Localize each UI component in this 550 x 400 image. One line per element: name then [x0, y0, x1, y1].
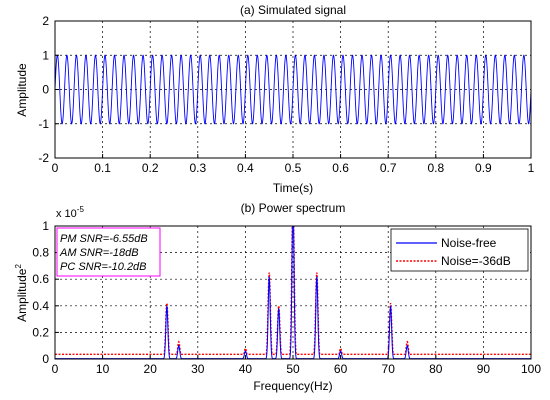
- x-tick-label: 0.3: [189, 161, 206, 175]
- y-tick-label: 0.4: [32, 299, 49, 313]
- chart-a: (a) Simulated signal 0 0.1 0.2 0.3 0.4 0.5 0.6…: [15, 3, 535, 195]
- x-tick-label: 70: [382, 362, 396, 376]
- chart-b: (b) Power spectrum x 10-5 0 10 20 30 40 50 60 7…: [14, 201, 541, 393]
- x-tick-label: 0.4: [237, 161, 254, 175]
- y-tick-label: 0: [42, 352, 49, 366]
- x-tick-label: 30: [191, 362, 205, 376]
- y-tick-label: -2: [38, 151, 49, 165]
- x-tick-label: 0: [52, 161, 59, 175]
- chart-a-grid: [55, 21, 531, 158]
- chart-b-title: (b) Power spectrum: [241, 201, 346, 215]
- chart-b-scale-label: x 10-5: [56, 205, 84, 220]
- x-tick-label: 0.7: [380, 161, 397, 175]
- x-tick-label: 90: [477, 362, 491, 376]
- y-tick-label: 1: [42, 219, 49, 233]
- x-tick-label: 0.6: [332, 161, 349, 175]
- y-tick-label: 2: [42, 14, 49, 28]
- y-tick-label: 1: [42, 48, 49, 62]
- chart-b-xlabel: Frequency(Hz): [253, 379, 332, 393]
- chart-b-ylabel: Amplitude2: [14, 264, 29, 322]
- snr-annotation-pm: PM SNR=-6.55dB: [60, 233, 148, 245]
- y-tick-label: 0.6: [32, 272, 49, 286]
- x-tick-label: 0.8: [427, 161, 444, 175]
- chart-b-y-ticks: 0 0.2 0.4 0.6 0.8 1: [32, 219, 59, 366]
- y-tick-label: 0: [42, 83, 49, 97]
- x-tick-label: 100: [521, 362, 541, 376]
- snr-annotation-box: PM SNR=-6.55dB AM SNR=-18dB PC SNR=-10.2…: [56, 227, 161, 277]
- x-tick-label: 60: [334, 362, 348, 376]
- legend-label-noise: Noise=-36dB: [441, 254, 511, 268]
- chart-b-legend: Noise-free Noise=-36dB: [390, 228, 529, 272]
- x-tick-label: 50: [286, 362, 300, 376]
- x-tick-label: 0.9: [475, 161, 492, 175]
- chart-a-ylabel: Amplitude: [15, 63, 29, 117]
- x-tick-label: 0: [52, 362, 59, 376]
- chart-a-xlabel: Time(s): [273, 181, 313, 195]
- legend-label-noise-free: Noise-free: [441, 236, 497, 250]
- snr-annotation-pc: PC SNR=-10.2dB: [60, 261, 147, 273]
- x-tick-label: 40: [239, 362, 253, 376]
- chart-a-signal-line: [55, 54, 531, 125]
- chart-a-y-ticks: -2 -1 0 1 2: [38, 14, 59, 165]
- x-tick-label: 0.2: [142, 161, 159, 175]
- y-tick-label: 0.8: [32, 246, 49, 260]
- y-tick-label: 0.2: [32, 325, 49, 339]
- x-tick-label: 0.5: [285, 161, 302, 175]
- x-tick-label: 10: [96, 362, 110, 376]
- y-tick-label: -1: [38, 117, 49, 131]
- chart-a-title: (a) Simulated signal: [240, 3, 346, 17]
- x-tick-label: 80: [429, 362, 443, 376]
- x-tick-label: 20: [144, 362, 158, 376]
- x-tick-label: 0.1: [94, 161, 111, 175]
- x-tick-label: 1: [528, 161, 535, 175]
- chart-b-x-ticks: 0 10 20 30 40 50 60 70 80 90 100: [52, 355, 541, 376]
- snr-annotation-am: AM SNR=-18dB: [59, 247, 139, 259]
- chart-a-x-ticks: 0 0.1 0.2 0.3 0.4 0.5 0.6 0.7 0.8 0.9 1: [52, 154, 535, 175]
